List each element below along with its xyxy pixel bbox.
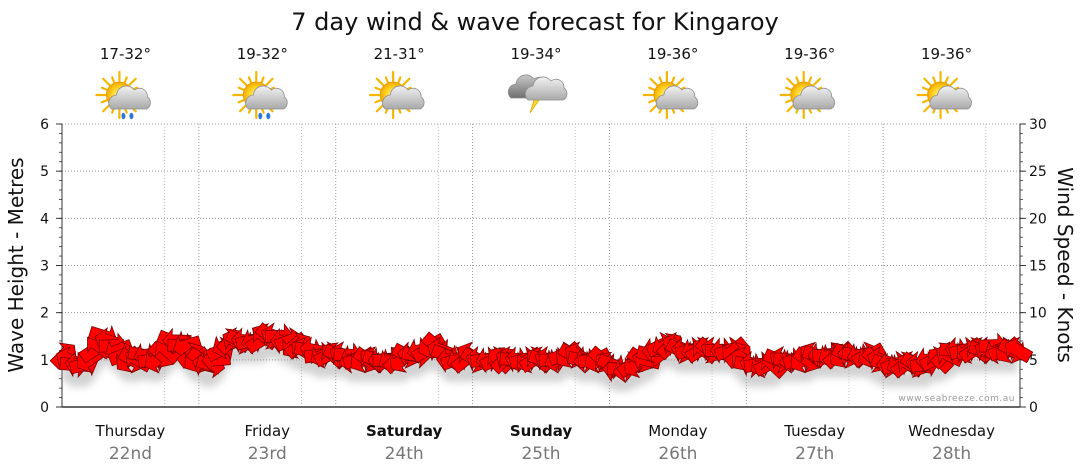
wind-series: [49, 322, 1034, 392]
day-header: 19-36°: [642, 45, 699, 120]
day-date: 22nd: [109, 444, 152, 464]
thunderstorm-icon: [507, 74, 568, 114]
day-header: 19-34°: [507, 45, 568, 114]
day-header: 19-36°: [916, 45, 972, 120]
right-tick-label: 15: [1029, 259, 1047, 275]
day-header: 19-36°: [779, 45, 836, 120]
right-tick-label: 30: [1029, 117, 1047, 133]
sun-cloud-rain-icon: [95, 70, 151, 120]
day-header: 17-32°: [95, 45, 151, 120]
temperature-range: 19-32°: [237, 45, 288, 63]
left-tick-label: 5: [40, 164, 49, 180]
temperature-range: 17-32°: [100, 45, 151, 63]
right-axis: 0 5 10 15 20 25 30: [1019, 117, 1047, 416]
day-header: 19-32°: [232, 45, 288, 120]
wind-arrow-mark: [1005, 336, 1034, 364]
sun-cloud-icon: [779, 70, 836, 120]
right-tick-label: 0: [1029, 400, 1038, 416]
right-tick-label: 5: [1029, 353, 1038, 369]
day-header: 21-31°: [369, 45, 425, 120]
right-tick-label: 10: [1029, 306, 1047, 322]
left-tick-label: 4: [40, 211, 49, 227]
day-date: 24th: [385, 444, 424, 464]
right-tick-label: 20: [1029, 211, 1047, 227]
temperature-range: 19-34°: [510, 45, 561, 63]
watermark: www.seabreeze.com.au: [898, 394, 1015, 404]
left-tick-label: 0: [40, 400, 49, 416]
right-axis-label: Wind Speed - Knots: [1053, 167, 1077, 363]
right-tick-label: 25: [1029, 164, 1047, 180]
temperature-range: 19-36°: [647, 45, 698, 63]
chart-title: 7 day wind & wave forecast for Kingaroy: [291, 8, 778, 36]
day-date: 28th: [932, 444, 971, 464]
day-headers: 17-32° 19-32° 21-31° 19-34° 19-36° 19-36° 19-3…: [95, 45, 972, 120]
day-date: 25th: [521, 444, 560, 464]
sun-cloud-icon: [369, 70, 425, 120]
plot-area: [62, 123, 1020, 408]
left-tick-label: 3: [40, 259, 49, 275]
temperature-range: 19-36°: [784, 45, 835, 63]
left-axis-label: Wave Height - Metres: [4, 157, 28, 372]
sun-cloud-rain-icon: [232, 70, 288, 120]
day-date: 26th: [658, 444, 697, 464]
day-name: Sunday: [510, 422, 573, 440]
day-name: Friday: [245, 422, 291, 440]
day-name: Monday: [648, 422, 707, 440]
left-tick-label: 2: [40, 306, 49, 322]
day-name: Saturday: [366, 422, 443, 440]
left-tick-label: 1: [40, 353, 49, 369]
day-name: Thursday: [95, 422, 166, 440]
day-labels: Thursday 22nd Friday 23rd Saturday 24th Sunday…: [95, 422, 996, 464]
day-name: Wednesday: [908, 422, 995, 440]
day-date: 27th: [795, 444, 834, 464]
temperature-range: 21-31°: [374, 45, 425, 63]
day-name: Tuesday: [783, 422, 845, 440]
temperature-range: 19-36°: [921, 45, 972, 63]
left-tick-label: 6: [40, 117, 49, 133]
left-axis: 0 1 2 3 4 5 6: [40, 117, 63, 416]
sun-cloud-icon: [642, 70, 699, 120]
sun-cloud-icon: [916, 70, 972, 120]
day-date: 23rd: [248, 444, 287, 464]
